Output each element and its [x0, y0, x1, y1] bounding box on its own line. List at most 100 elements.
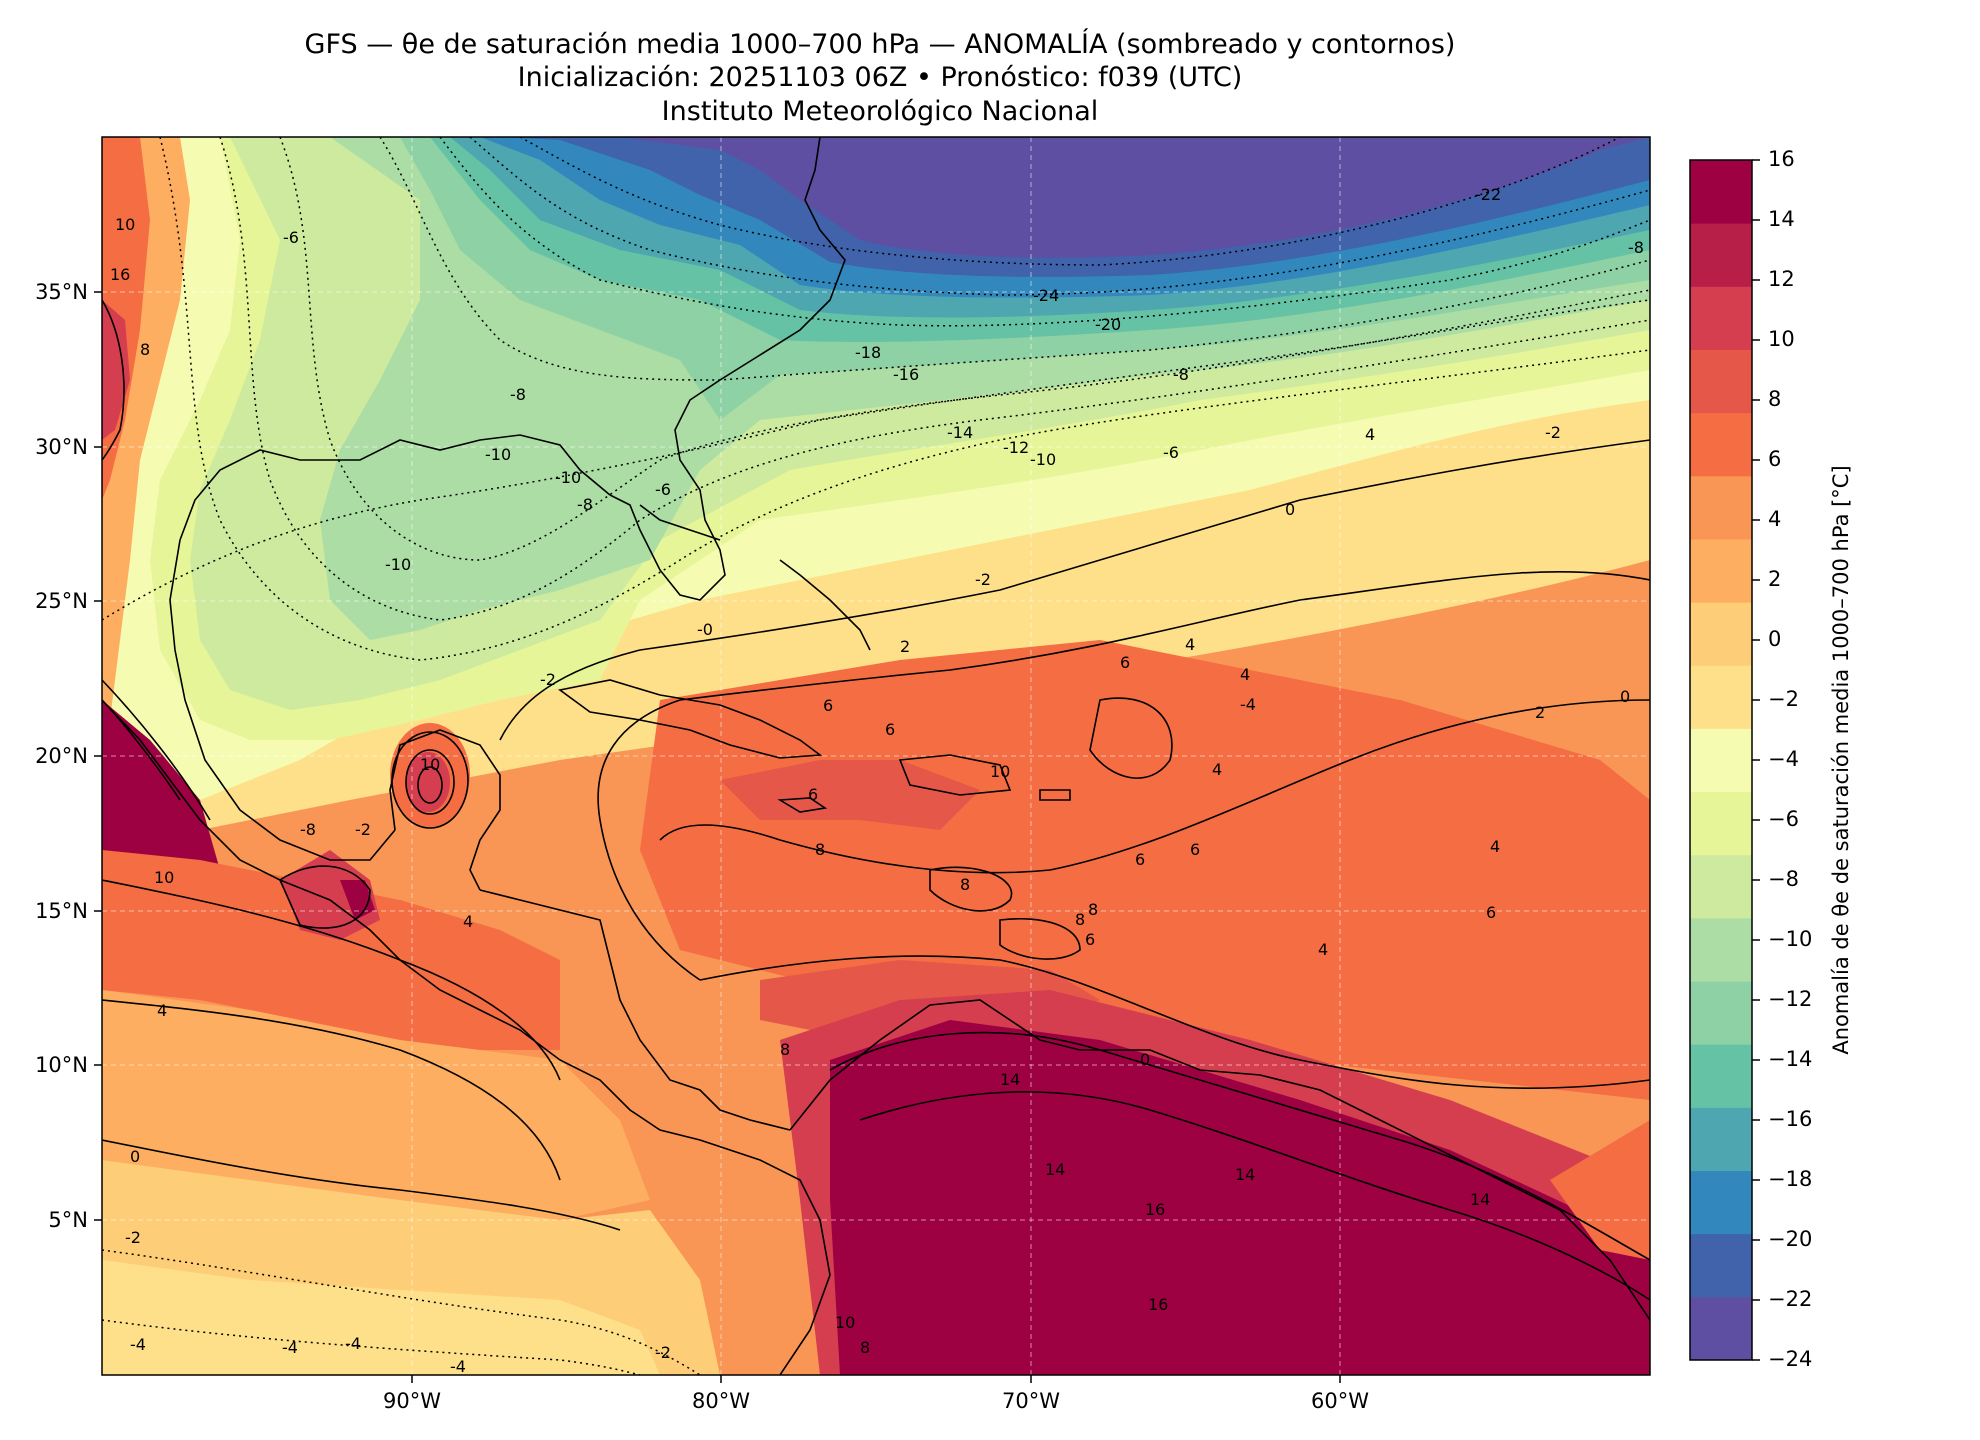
contour-label: -4 [130, 1335, 146, 1354]
contour-label: -4 [1240, 695, 1256, 714]
lat-tick-label: 30°N [35, 435, 88, 459]
colorbar-tick-label: −2 [1768, 687, 1799, 711]
colorbar-tick-label: −24 [1768, 1347, 1812, 1371]
colorbar-tick-label: −10 [1768, 927, 1812, 951]
colorbar-tick-label: 2 [1768, 567, 1781, 591]
field-pacific-mild [102, 990, 650, 1220]
contours-positive [102, 299, 1650, 1301]
colorbar-tick-label: −6 [1768, 807, 1799, 831]
contour-label: -4 [282, 1338, 298, 1357]
coast-usa-east [609, 137, 846, 601]
contour-label: -8 [300, 820, 316, 839]
colorbar-swatch [1690, 160, 1752, 224]
coast-bahamas [779, 559, 871, 651]
colorbar-label: Anomalía de θe de saturación media 1000–… [1829, 465, 1853, 1054]
coast-gulf-north [179, 434, 611, 541]
contour-label: 14 [1000, 1070, 1020, 1089]
colorbar-tick-label: −8 [1768, 867, 1799, 891]
colorbar-swatch [1690, 981, 1752, 1045]
colorbar-tick-label: 8 [1768, 387, 1781, 411]
contour-label: -6 [1163, 443, 1179, 462]
contour-label: 6 [1135, 850, 1145, 869]
contour-label: 8 [1088, 900, 1098, 919]
contour-label: 4 [157, 1001, 167, 1020]
contours-negative [102, 137, 1650, 1375]
contour-label: 0 [130, 1147, 140, 1166]
contour-label: 8 [1075, 910, 1085, 929]
contour-label: -2 [355, 820, 371, 839]
colorbar-swatch [1690, 1044, 1752, 1108]
contour-label: -18 [855, 343, 881, 362]
field-band-minus22 [520, 137, 1650, 258]
contour-labels: -6 -8 -10 -10 -8 -10 -6 -24 -20 -22 -18 … [110, 185, 1644, 1376]
coast-puerto-rico [1039, 789, 1071, 801]
contour-label: -24 [1033, 286, 1059, 305]
colorbar-swatch [1690, 475, 1752, 540]
contour-label: 4 [463, 912, 473, 931]
contour-label: -20 [1095, 315, 1121, 334]
contour-label: -2 [540, 670, 556, 689]
field-southamerica-edge [1550, 1120, 1650, 1260]
colorbar-tick-label: −18 [1768, 1167, 1812, 1191]
figure-institution: Instituto Meteorológico Nacional [661, 96, 1099, 127]
contour-label: -4 [450, 1357, 466, 1376]
colorbar-tick-label: 14 [1768, 207, 1795, 231]
colorbar-tick-label: 10 [1768, 327, 1795, 351]
contour-label: -6 [655, 480, 671, 499]
contour-label: 10 [420, 755, 440, 774]
contour-label: 8 [860, 1338, 870, 1357]
contour-label: -4 [345, 1334, 361, 1353]
figure-subtitle: Inicialización: 20251103 06Z • Pronóstic… [517, 62, 1243, 93]
contour-label: 8 [140, 340, 150, 359]
contour-label: 10 [835, 1313, 855, 1332]
figure-title: GFS — θe de saturación media 1000–700 hP… [304, 29, 1456, 60]
contour-label: 14 [1045, 1160, 1065, 1179]
colorbar-tick-label: 16 [1768, 147, 1795, 171]
colorbar-swatch [1690, 349, 1752, 414]
contour-label: -2 [975, 570, 991, 589]
lat-tick-label: 25°N [35, 589, 88, 613]
contour-label: 4 [1365, 425, 1375, 444]
colorbar-swatch [1690, 602, 1752, 666]
colorbar-swatch [1690, 665, 1752, 729]
map-area: -6 -8 -10 -10 -8 -10 -6 -24 -20 -22 -18 … [102, 137, 1650, 1376]
colorbar-tick-label: −22 [1768, 1287, 1812, 1311]
contour-label: 6 [1190, 840, 1200, 859]
contour-label: 6 [823, 696, 833, 715]
graticule [102, 137, 1650, 1375]
contour-label: -0 [697, 620, 713, 639]
field-pacific-cooler [102, 1260, 660, 1375]
lon-tick-label: 90°W [383, 1389, 441, 1413]
colorbar-swatch [1690, 1170, 1752, 1235]
contour-label: 0 [1620, 687, 1630, 706]
colorbar-tick-label: 4 [1768, 507, 1781, 531]
lon-tick-label: 80°W [692, 1389, 750, 1413]
contour-label: 8 [780, 1040, 790, 1059]
field-centralamerica-hottest [340, 880, 375, 920]
contour-label: 16 [110, 265, 130, 284]
coast-hispaniola [898, 754, 1012, 796]
lat-tick-label: 5°N [48, 1208, 88, 1232]
contour-label: 2 [900, 637, 910, 656]
lon-tick-label: 60°W [1311, 1389, 1369, 1413]
contour-label: -8 [510, 385, 526, 404]
colorbar-swatch [1690, 728, 1752, 793]
lon-tick-label: 70°W [1002, 1389, 1060, 1413]
lat-labels: 35°N 30°N 25°N 20°N 15°N 10°N 5°N [35, 280, 88, 1232]
field-southamerica-hot [830, 1020, 1650, 1375]
contour-label: 16 [1145, 1200, 1165, 1219]
contour-label: -6 [283, 228, 299, 247]
colorbar-swatch [1690, 286, 1752, 350]
field-pacific-hot [102, 700, 220, 870]
lat-tick-label: 15°N [35, 899, 88, 923]
contour-label: -8 [577, 495, 593, 514]
contour-label: -8 [1628, 238, 1644, 257]
colorbar-tick-label: −14 [1768, 1047, 1812, 1071]
coast-central-america-caribbean [479, 889, 791, 1131]
coast-yucatan [389, 729, 501, 891]
contour-label: 10 [115, 215, 135, 234]
field-caribbean-hot [640, 640, 1650, 1100]
contour-label: 10 [990, 762, 1010, 781]
colorbar [1689, 159, 1760, 1361]
